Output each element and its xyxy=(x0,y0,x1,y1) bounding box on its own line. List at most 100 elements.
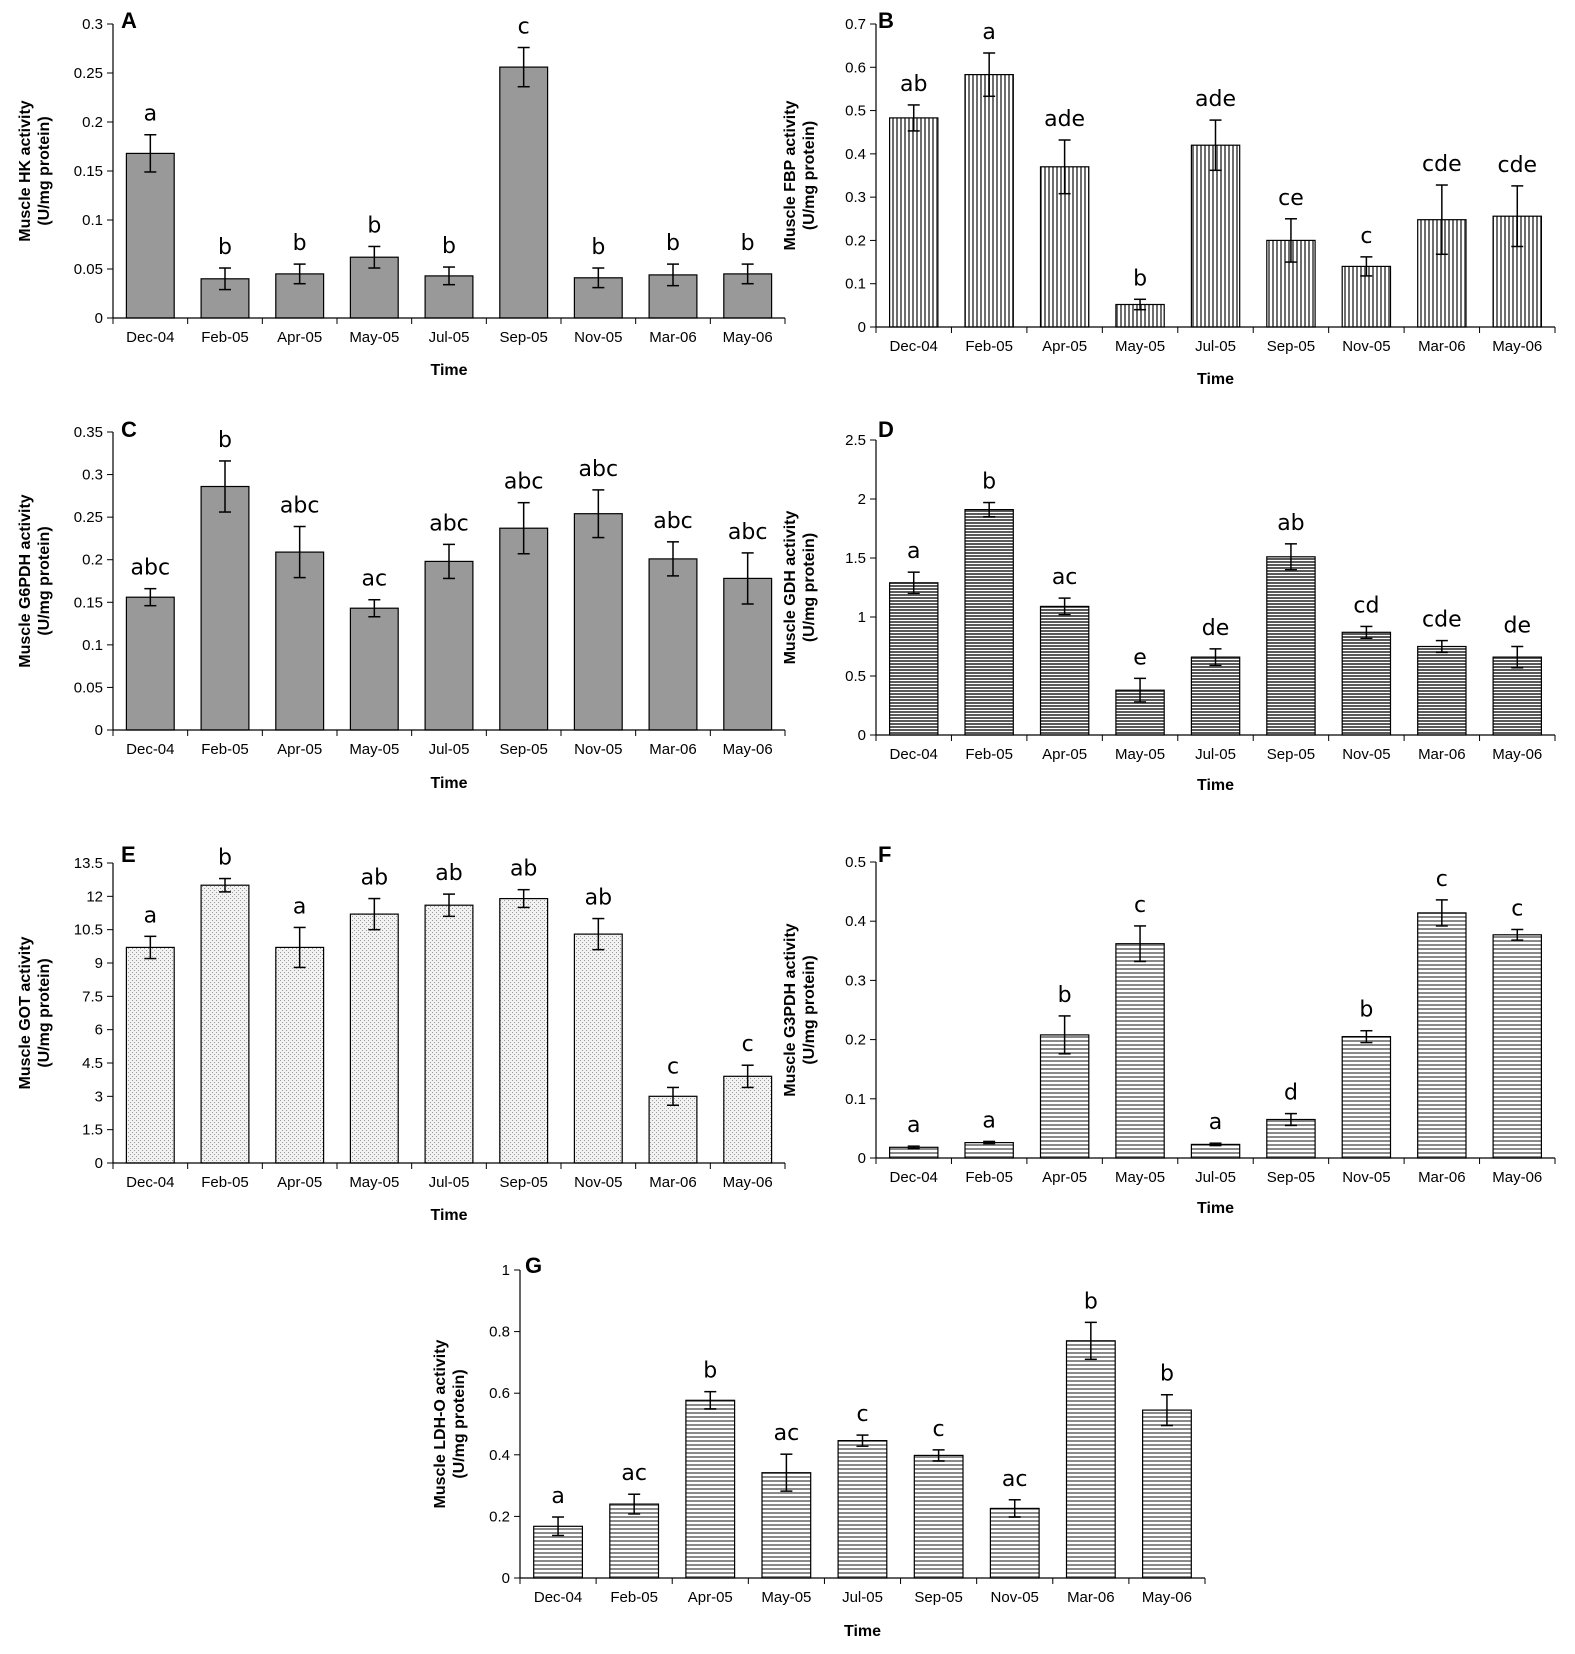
x-tick-label: Dec-04 xyxy=(126,1174,174,1191)
bar xyxy=(1417,645,1467,736)
panel-letter: A xyxy=(121,8,137,33)
significance-label: abc xyxy=(429,511,469,536)
significance-label: a xyxy=(144,903,157,928)
x-axis-title: Time xyxy=(844,1623,881,1640)
error-bar xyxy=(856,1434,869,1447)
y-tick-label: 0.6 xyxy=(845,59,866,76)
error-bar xyxy=(144,587,157,607)
y-tick-label: 0.6 xyxy=(489,1385,510,1402)
x-tick-label: Dec-04 xyxy=(534,1589,582,1606)
error-bar xyxy=(219,877,231,893)
significance-label: ab xyxy=(361,866,388,891)
y-tick-label: 0.2 xyxy=(82,552,103,569)
bar xyxy=(1341,1035,1392,1159)
x-tick-label: May-05 xyxy=(1115,746,1165,763)
y-axis-title: (U/mg protein) xyxy=(451,1369,468,1478)
panel-letter: C xyxy=(121,417,137,442)
y-tick-label: 4.5 xyxy=(82,1055,103,1072)
bar xyxy=(1141,1409,1192,1579)
y-tick-label: 0.25 xyxy=(74,65,103,82)
error-bar xyxy=(1284,543,1297,571)
bar xyxy=(837,1439,888,1579)
x-tick-label: Dec-04 xyxy=(890,1169,938,1186)
y-tick-label: 0.4 xyxy=(845,913,866,930)
y-tick-label: 0 xyxy=(502,1570,510,1587)
y-tick-label: 0.15 xyxy=(74,163,103,180)
error-bar xyxy=(1134,298,1147,311)
error-bar xyxy=(517,46,530,88)
y-tick-label: 0.4 xyxy=(845,146,866,163)
x-tick-label: Nov-05 xyxy=(574,329,622,346)
significance-label: ab xyxy=(510,857,537,882)
y-tick-label: 0.2 xyxy=(845,1032,866,1049)
bar xyxy=(1190,656,1241,736)
panel-d-chart: Da Dec-04 b Feb-05 ac Apr-05 e May-05 de Jul-05 ab… xyxy=(782,417,1556,794)
panel-letter: G xyxy=(525,1253,542,1278)
error-bar xyxy=(667,1086,679,1106)
bar xyxy=(349,913,399,1164)
y-tick-label: 0.05 xyxy=(74,261,103,278)
significance-label: b xyxy=(218,428,232,453)
significance-label: c xyxy=(856,1402,868,1427)
error-bar xyxy=(1058,1015,1071,1055)
bar xyxy=(125,596,175,731)
y-tick-label: 3 xyxy=(95,1088,103,1105)
x-tick-label: Apr-05 xyxy=(1042,746,1087,763)
x-tick-label: Apr-05 xyxy=(277,329,322,346)
x-tick-label: Dec-04 xyxy=(126,741,174,758)
bar xyxy=(964,73,1014,328)
x-axis-title: Time xyxy=(1197,371,1234,388)
error-bar xyxy=(1058,597,1071,616)
significance-label: a xyxy=(982,1108,995,1133)
significance-label: ab xyxy=(900,72,927,97)
x-tick-label: Dec-04 xyxy=(890,338,938,355)
y-tick-label: 2 xyxy=(858,491,866,508)
significance-label: e xyxy=(1133,645,1147,670)
significance-label: b xyxy=(218,235,232,260)
x-tick-label: Sep-05 xyxy=(499,741,547,758)
y-tick-label: 0 xyxy=(95,722,103,739)
bar xyxy=(349,607,399,731)
x-tick-label: Apr-05 xyxy=(1042,338,1087,355)
panel-b-chart: Bab Dec-04 a Feb-05 ade Apr-05 b May-05 ade Jul-0… xyxy=(782,8,1556,388)
significance-label: de xyxy=(1202,616,1230,641)
x-tick-label: May-06 xyxy=(1492,1169,1542,1186)
bar xyxy=(1065,1340,1116,1579)
x-tick-label: Mar-06 xyxy=(1067,1589,1115,1606)
error-bar xyxy=(983,501,996,518)
significance-label: b xyxy=(1359,998,1373,1023)
significance-label: b xyxy=(367,214,381,239)
error-bar xyxy=(592,267,605,289)
x-tick-label: Mar-06 xyxy=(1418,1169,1466,1186)
x-tick-label: Apr-05 xyxy=(277,1174,322,1191)
x-tick-label: Jul-05 xyxy=(1195,1169,1236,1186)
x-tick-label: Nov-05 xyxy=(1342,746,1390,763)
bar xyxy=(125,946,175,1164)
error-bar xyxy=(368,598,381,618)
error-bar xyxy=(1511,645,1524,669)
significance-label: ab xyxy=(1277,511,1304,536)
error-bar xyxy=(1134,677,1147,703)
error-bar xyxy=(517,501,530,555)
bar xyxy=(1190,144,1241,328)
significance-label: ac xyxy=(1002,1467,1028,1492)
y-tick-label: 1.5 xyxy=(845,550,866,567)
error-bar xyxy=(907,104,920,132)
bar xyxy=(499,527,549,731)
x-tick-label: Mar-06 xyxy=(649,329,697,346)
y-tick-label: 0.15 xyxy=(74,594,103,611)
error-bar xyxy=(443,543,455,580)
error-bar xyxy=(1209,119,1222,172)
error-bar xyxy=(1284,1112,1297,1127)
y-axis-title: Muscle GDH activity xyxy=(782,510,799,664)
y-tick-label: 0 xyxy=(858,727,866,744)
error-bar xyxy=(741,552,754,605)
significance-label: ade xyxy=(1044,107,1085,132)
y-axis-title: Muscle G3PDH activity xyxy=(782,923,799,1097)
bar xyxy=(573,513,623,731)
significance-label: cd xyxy=(1353,593,1379,618)
error-bar xyxy=(1058,139,1071,195)
y-axis-title: Muscle G6PDH activity xyxy=(17,494,34,668)
x-axis-title: Time xyxy=(430,1207,467,1224)
